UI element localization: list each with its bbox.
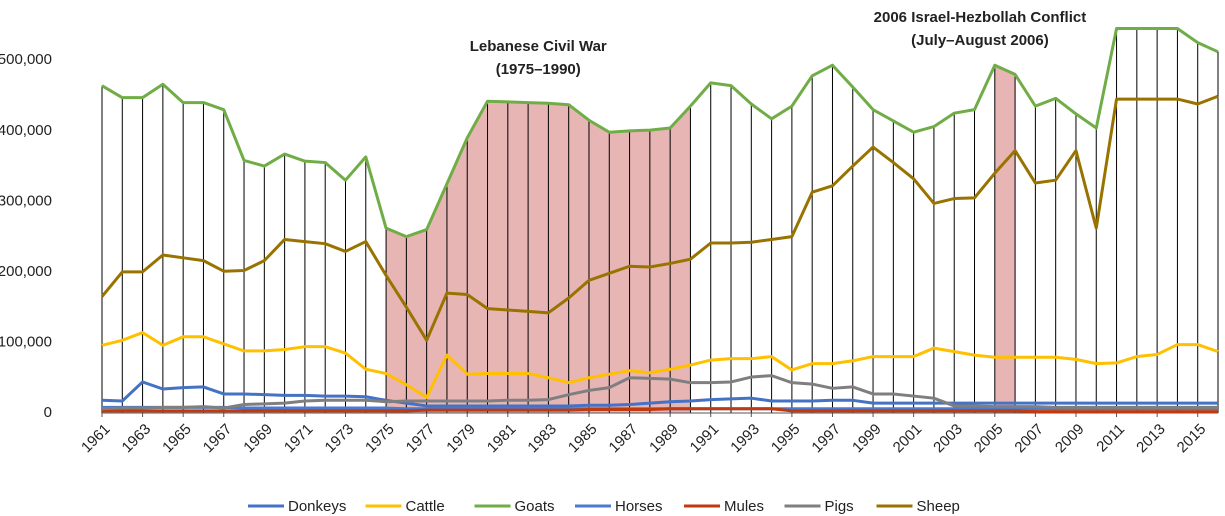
x-tick-label: 1989 (646, 421, 682, 457)
series-line (100, 94, 1219, 342)
x-tick-label: 2007 (1011, 421, 1047, 457)
x-tick-label: 1969 (240, 421, 276, 457)
x-tick-label: 1963 (119, 421, 155, 457)
series-line (101, 374, 1218, 411)
annotation: (1975–1990) (496, 61, 581, 78)
x-tick-label: 1979 (443, 421, 479, 457)
series-line (101, 27, 1219, 239)
y-tick-label: 400,000 (0, 122, 52, 139)
x-tick-label: 1991 (687, 421, 723, 457)
annotation: Lebanese Civil War (470, 38, 607, 55)
x-tick-label: 1999 (849, 421, 885, 457)
y-tick-label: 500,000 (0, 51, 52, 68)
shaded-period (386, 101, 691, 414)
x-tick-label: 1981 (484, 421, 520, 457)
series-line (102, 407, 1218, 414)
annotation: 2006 Israel-Hezbollah Conflict (874, 9, 1087, 26)
x-tick-label: 2013 (1133, 421, 1169, 457)
shaded-period (994, 65, 1016, 413)
legend-label: Mules (724, 498, 764, 515)
x-tick-label: 1977 (403, 421, 439, 457)
x-tick-label: 2001 (890, 421, 926, 457)
x-tick-label: 1961 (78, 421, 114, 457)
legend-label: Pigs (825, 498, 854, 515)
x-tick-label: 1987 (606, 421, 642, 457)
legend-label: Cattle (406, 498, 445, 515)
x-tick-label: 1967 (200, 421, 236, 457)
x-tick-label: 1995 (768, 421, 804, 457)
legend-label: Goats (515, 498, 555, 515)
legend-label: Sheep (917, 498, 960, 515)
series-line (101, 380, 1218, 408)
x-tick-label: 1985 (565, 421, 601, 457)
legend-label: Horses (615, 498, 663, 515)
y-tick-label: 300,000 (0, 192, 52, 209)
x-tick-label: 1965 (159, 421, 195, 457)
x-tick-label: 2015 (1174, 421, 1210, 457)
y-tick-label: 0 (44, 404, 52, 421)
legend: Donkeys Cattle Goats Horses Mules Pigs Sheep (248, 498, 960, 515)
series-line (101, 331, 1219, 399)
x-tick-label: 2009 (1052, 421, 1088, 457)
annotation: (July–August 2006) (911, 32, 1049, 49)
x-tick-label: 1997 (808, 421, 844, 457)
x-tick-label: 1975 (362, 421, 398, 457)
y-tick-label: 100,000 (0, 333, 52, 350)
x-tick-label: 2011 (1093, 421, 1128, 456)
x-tick-label: 1973 (322, 421, 358, 457)
x-tick-label: 1993 (727, 421, 763, 457)
x-tick-label: 1971 (281, 421, 317, 457)
x-tick-label: 1983 (524, 421, 560, 457)
legend-label: Donkeys (288, 498, 346, 515)
y-tick-label: 200,000 (0, 263, 52, 280)
x-tick-label: 2005 (971, 421, 1007, 457)
x-tick-label: 2003 (930, 421, 966, 457)
